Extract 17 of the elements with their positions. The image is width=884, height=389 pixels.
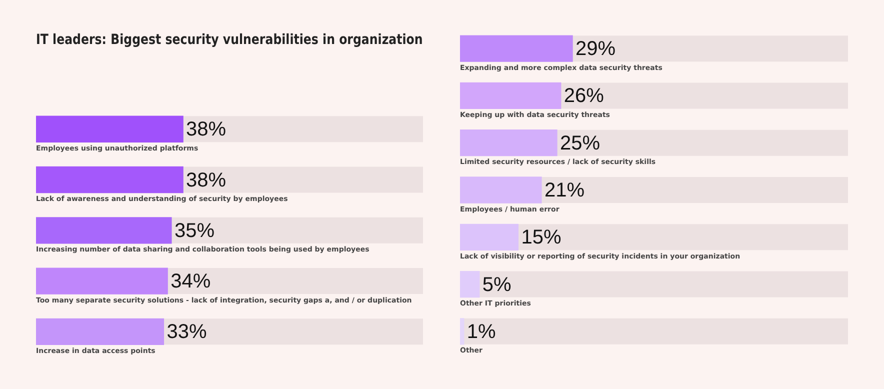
data-label: 26%: [564, 85, 604, 108]
bar: [460, 318, 464, 345]
data-label: 1%: [466, 320, 496, 343]
data-label: 35%: [174, 220, 215, 242]
bar: [460, 270, 480, 298]
data-label: 29%: [576, 38, 616, 60]
data-label: 15%: [521, 226, 562, 249]
data-label: 21%: [544, 180, 585, 202]
data-label: 34%: [170, 270, 211, 293]
data-label: 5%: [482, 274, 512, 296]
bar: [460, 224, 519, 250]
data-label: 38%: [186, 169, 226, 192]
data-label: 33%: [166, 321, 207, 344]
data-label: 25%: [560, 132, 600, 154]
data-label: 38%: [186, 118, 226, 141]
chart-title: IT leaders: Biggest security vulnerabilities in organization: [36, 32, 423, 48]
bar: [460, 176, 542, 204]
